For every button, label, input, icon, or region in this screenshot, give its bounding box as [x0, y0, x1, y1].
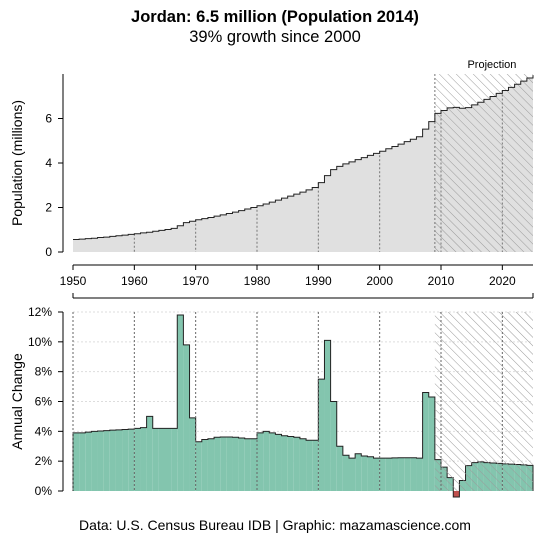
- annual-change-bar: [257, 432, 264, 491]
- y-tick-label: 12%: [28, 305, 52, 319]
- annual-change-bar: [238, 438, 245, 491]
- annual-change-bar: [97, 431, 104, 491]
- annual-change-bar: [428, 397, 435, 491]
- annual-change-bar: [324, 340, 331, 491]
- annual-change-bar: [263, 431, 270, 491]
- y-tick-label: 2%: [35, 454, 53, 468]
- y-tick-label: 0: [45, 245, 52, 259]
- annual-change-bar: [342, 455, 349, 491]
- annual-change-bar: [330, 401, 337, 491]
- annual-change-bar: [165, 428, 172, 491]
- annual-change-bar: [281, 435, 288, 491]
- annual-change-bar: [195, 441, 202, 491]
- x-tick-label: 1980: [244, 274, 271, 288]
- annual-change-bar: [312, 440, 319, 491]
- population-panel: Projection 0 2 4 6 Population (millions) 1950 1…: [9, 59, 534, 299]
- annual-change-bar: [410, 457, 417, 491]
- x-tick-label: 1970: [182, 274, 209, 288]
- annual-change-bar: [275, 434, 282, 491]
- annual-change-bar: [318, 379, 325, 491]
- annual-change-bar: [226, 437, 233, 491]
- annual-change-bar: [79, 432, 86, 491]
- annual-change-bar: [379, 458, 386, 491]
- annual-change-bar: [122, 429, 129, 491]
- projection-label: Projection: [467, 59, 516, 71]
- x-tick-label: 1950: [60, 274, 87, 288]
- annual-change-bar: [177, 314, 184, 491]
- annual-change-bar: [349, 458, 356, 491]
- annual-change-bar: [189, 417, 196, 491]
- annual-change-bar: [453, 491, 460, 497]
- annual-change-bar: [367, 456, 374, 491]
- y-tick-label: 6: [45, 112, 52, 126]
- annual-change-bar: [140, 427, 147, 491]
- y-tick-label: 2: [45, 201, 52, 215]
- annual-change-bar: [220, 437, 227, 491]
- annual-change-bar: [171, 428, 178, 491]
- annual-change-bar: [293, 437, 300, 491]
- annual-change-panel: 0% 2% 4% 6% 8% 10% 12% Annual Change: [9, 305, 534, 498]
- annual-change-bar: [232, 437, 239, 491]
- annual-change-bar: [201, 439, 208, 491]
- annual-change-bar: [214, 437, 221, 491]
- y-tick-label: 4%: [35, 424, 53, 438]
- annual-change-bar: [336, 446, 343, 491]
- annual-change-bar: [422, 392, 429, 491]
- annual-change-bar: [207, 438, 215, 491]
- annual-change-bar: [361, 455, 368, 491]
- annual-change-bar: [183, 344, 190, 491]
- y-tick-label: 4: [45, 156, 52, 170]
- x-tick-label: 2020: [489, 274, 516, 288]
- annual-change-bar: [416, 458, 423, 491]
- annual-change-bar: [373, 458, 380, 491]
- y-tick-label: 10%: [28, 335, 52, 349]
- population-step-line: [73, 75, 534, 241]
- chart-title: Jordan: 6.5 million (Population 2014): [131, 8, 419, 26]
- annual-change-bar: [73, 432, 80, 491]
- x-tick-label: 1990: [305, 274, 332, 288]
- annual-change-bar: [91, 431, 98, 491]
- annual-change-bar: [250, 438, 257, 491]
- chart-footer: Data: U.S. Census Bureau IDB | Graphic: …: [79, 517, 471, 533]
- annual-change-bar: [109, 430, 116, 491]
- population-area: [73, 75, 533, 252]
- annual-change-bar: [244, 438, 251, 491]
- x-tick-label: 2000: [366, 274, 393, 288]
- population-y-label: Population (millions): [9, 100, 25, 226]
- projection-hatch: [434, 74, 533, 252]
- annual-change-bar: [134, 428, 141, 491]
- y-tick-label: 8%: [35, 365, 53, 379]
- annual-change-bar: [404, 457, 411, 491]
- annual-change-bar: [385, 458, 392, 491]
- annual-change-bar: [146, 416, 153, 491]
- annual-change-bar: [398, 457, 405, 491]
- annual-change-bar: [152, 428, 159, 491]
- annual-change-bar: [287, 436, 294, 491]
- projection-hatch: [434, 312, 533, 491]
- x-tick-label: 1960: [121, 274, 148, 288]
- annual-change-bar: [128, 429, 135, 491]
- annual-change-bar: [269, 432, 276, 491]
- annual-change-bar: [115, 429, 123, 491]
- chart-subtitle: 39% growth since 2000: [189, 28, 361, 46]
- annual-change-bar: [158, 428, 165, 491]
- y-tick-label: 6%: [35, 395, 53, 409]
- annual-change-bar: [306, 440, 313, 491]
- annual-change-bar: [299, 438, 307, 491]
- y-tick-label: 0%: [35, 484, 53, 498]
- annual-change-bar: [355, 453, 362, 491]
- x-tick-label: 2010: [428, 274, 455, 288]
- annual-change-y-label: Annual Change: [9, 353, 25, 450]
- annual-change-bar: [103, 430, 110, 491]
- annual-change-bar: [391, 457, 399, 491]
- annual-change-bar: [85, 432, 92, 491]
